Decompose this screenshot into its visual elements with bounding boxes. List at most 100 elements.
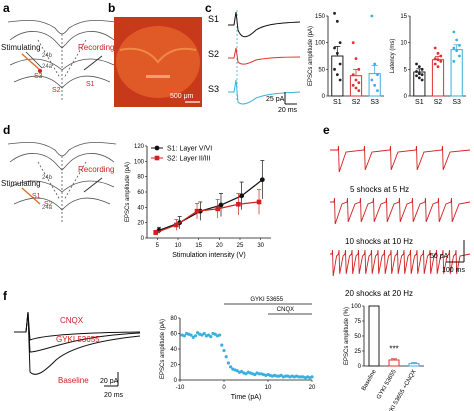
data-point: [351, 41, 355, 45]
x-tick-label: GYKI 53655: [376, 368, 398, 400]
bar: [388, 359, 400, 367]
data-point: [370, 78, 374, 82]
data-point: [220, 343, 224, 347]
data-point: [439, 54, 443, 58]
data-point: [333, 67, 336, 71]
data-point: [376, 89, 379, 93]
data-point: [299, 375, 303, 379]
y-tick-label: 50: [354, 334, 361, 340]
data-point: [433, 62, 437, 66]
train-caption-10hz: 10 shocks at 10 Hz: [345, 237, 413, 246]
drug-bar-label-cnqx: CNQX: [277, 307, 294, 313]
chart-latency-sites: 0 5 10 15 Latency (ms) S1 S2 S3: [390, 14, 466, 106]
bar: [431, 59, 445, 97]
y-tick-label: 10: [400, 41, 407, 47]
x-tick-label: 10: [175, 243, 182, 249]
train-traces: [330, 145, 471, 277]
data-point: [357, 81, 361, 85]
stimulating-label-a: Stimulating: [1, 43, 41, 52]
train-caption-5hz: 5 shocks at 5 Hz: [350, 185, 409, 194]
drug-bar-label-gyki: GYKI 53655: [250, 297, 283, 303]
trace-baseline: [14, 311, 141, 375]
legend-label: S2: Layer II/III: [167, 156, 211, 163]
data-point: [215, 206, 220, 212]
data-point: [182, 334, 186, 338]
data-point: [415, 74, 418, 78]
y-tick-label: 5: [404, 67, 408, 73]
data-point: [209, 335, 213, 339]
y-tick-label: 20: [170, 363, 177, 369]
x-tick-label: 20: [216, 243, 223, 249]
data-point: [373, 62, 377, 66]
trace-label-s3: S3: [208, 84, 219, 94]
bar: [368, 305, 380, 367]
x-tick-label: 5: [156, 243, 160, 249]
data-point: [439, 59, 443, 63]
train-trace: [330, 197, 471, 225]
layer-24a-label-d: 24a: [42, 205, 53, 211]
c-scale-pa: 25 pA: [266, 96, 285, 103]
data-point: [417, 65, 421, 69]
c-scale-ms: 20 ms: [278, 107, 298, 114]
y-tick-label: 100: [134, 159, 145, 165]
data-point: [174, 222, 179, 228]
data-point: [417, 76, 421, 80]
x-tick-label: 0: [222, 385, 226, 391]
x-tick-label: 10: [265, 385, 272, 391]
data-point: [202, 331, 206, 336]
panel-e: e 5 shocks at 5 Hz 10 shocks at 10 Hz 20…: [323, 123, 471, 298]
s1-label-a: S1: [86, 81, 95, 88]
s1-label-d: S1: [32, 193, 41, 200]
panel-d-label: d: [3, 123, 10, 137]
data-point: [333, 11, 336, 15]
data-point: [357, 67, 361, 71]
y-tick-label: 20: [137, 221, 144, 227]
panel-a: a 24b 24a Stimulating Recording S3 S2 S1: [1, 1, 117, 100]
data-point: [370, 14, 374, 18]
x-tick-label: 15: [195, 243, 202, 249]
data-point: [297, 375, 301, 379]
y-tick-label: 0: [174, 378, 178, 384]
trace-gyki: [14, 311, 141, 353]
data-point: [420, 73, 424, 77]
data-point: [436, 51, 440, 55]
data-point: [354, 86, 358, 90]
y-tick-label: 60: [137, 190, 144, 196]
data-point: [218, 333, 222, 337]
data-point: [256, 199, 262, 205]
data-point: [351, 83, 355, 87]
e-scale-pa: 50 pA: [430, 253, 449, 260]
panel-e-label: e: [323, 123, 330, 137]
legend-label: S1: Layer V/VI: [167, 146, 212, 153]
panel-c-label: c: [205, 1, 212, 15]
data-point: [417, 72, 421, 75]
data-point: [236, 201, 241, 207]
baseline-trace-label: Baseline: [58, 376, 89, 385]
train-trace: [330, 145, 471, 173]
trace-s1: [228, 11, 301, 38]
trace-label-s2: S2: [208, 49, 219, 59]
data-point: [275, 374, 279, 378]
layer-24b-label-a: 24b: [42, 53, 53, 59]
data-point: [239, 193, 245, 199]
data-point: [335, 73, 339, 77]
data-point: [218, 202, 224, 208]
y-tick-label: 100: [315, 41, 326, 47]
y-axis-label: EPSCs amplitude (pA): [125, 162, 131, 222]
panel-d-diagram: d 24b 24a Stimulating Recording S1 S2: [1, 123, 117, 222]
y-tick-label: 150: [315, 14, 326, 20]
data-point: [153, 230, 158, 235]
data-point: [259, 177, 265, 183]
bar: [408, 363, 420, 367]
x-tick-label: 20: [309, 385, 316, 391]
data-point: [224, 355, 228, 359]
data-point: [373, 83, 377, 87]
data-point: [351, 73, 355, 77]
data-point: [420, 78, 424, 82]
data-point: [415, 70, 418, 73]
y-tick-label: 0: [141, 236, 145, 242]
data-point: [222, 348, 226, 353]
y-tick-label: 100: [351, 304, 362, 310]
